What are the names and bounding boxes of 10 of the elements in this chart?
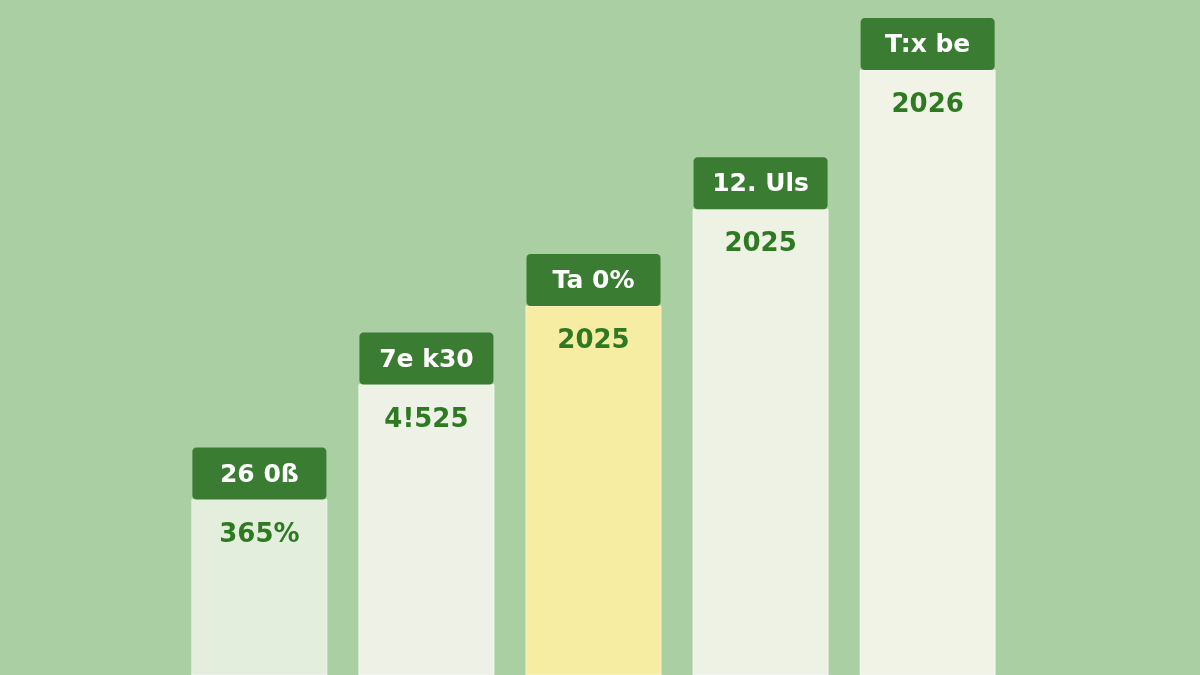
annotation: 2025 xyxy=(557,323,630,354)
annotation: 4!525 xyxy=(384,402,469,433)
x-tick-label: Ta 0% xyxy=(552,264,635,294)
annotation: 2025 xyxy=(724,227,797,258)
x-tick-label: T:x be xyxy=(884,29,971,58)
annotation: 365% xyxy=(219,517,300,548)
x-tick-label: 7e k30 xyxy=(379,343,474,373)
annotation: 2026 xyxy=(891,88,964,118)
x-tick-label: 26 0ß xyxy=(219,458,299,488)
x-tick-label: 12. Uls xyxy=(712,168,809,198)
